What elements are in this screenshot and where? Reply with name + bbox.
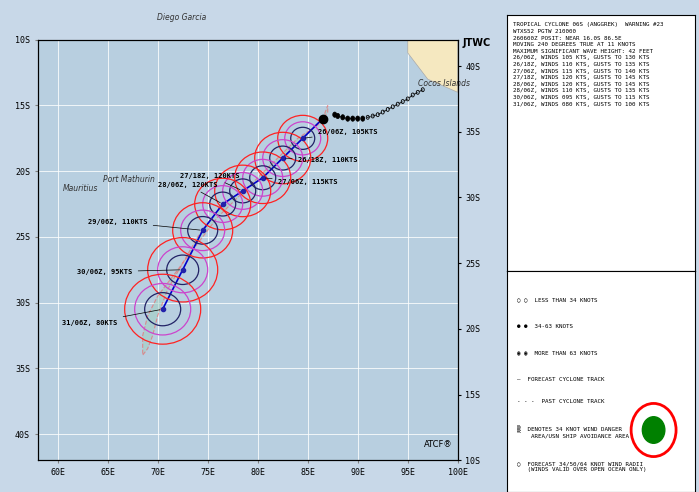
Text: - - -  PAST CYCLONE TRACK: - - - PAST CYCLONE TRACK xyxy=(517,399,605,404)
Circle shape xyxy=(356,116,360,121)
Text: Mauritius: Mauritius xyxy=(63,184,98,193)
Text: 29/06Z, 110KTS: 29/06Z, 110KTS xyxy=(88,219,200,230)
Polygon shape xyxy=(408,40,458,92)
Circle shape xyxy=(340,115,345,120)
Text: 26/18Z, 110KTS: 26/18Z, 110KTS xyxy=(285,157,357,163)
Text: Cocos Islands: Cocos Islands xyxy=(418,79,470,88)
Circle shape xyxy=(336,113,340,119)
Text: Port Mathurin: Port Mathurin xyxy=(103,175,154,184)
Text: —  FORECAST CYCLONE TRACK: — FORECAST CYCLONE TRACK xyxy=(517,377,605,382)
Circle shape xyxy=(333,112,337,117)
Text: ▒  DENOTES 34 KNOT WIND DANGER
    AREA/USN SHIP AVOIDANCE AREA: ▒ DENOTES 34 KNOT WIND DANGER AREA/USN S… xyxy=(517,426,629,439)
Text: JTWC: JTWC xyxy=(463,38,491,48)
Text: 31/06Z, 80KTS: 31/06Z, 80KTS xyxy=(62,310,160,326)
Circle shape xyxy=(346,116,350,121)
Text: Diego Garcia: Diego Garcia xyxy=(157,13,206,22)
Text: 27/06Z, 115KTS: 27/06Z, 115KTS xyxy=(266,178,337,185)
Text: 27/18Z, 120KTS: 27/18Z, 120KTS xyxy=(180,173,240,190)
Text: 28/06Z, 120KTS: 28/06Z, 120KTS xyxy=(158,182,220,203)
Circle shape xyxy=(351,116,354,121)
Text: ATCF®: ATCF® xyxy=(424,440,453,449)
Text: TROPICAL CYCLONE 06S (ANGGREK)  WARNING #23
WTXS52 PGTW 210000
260600Z POSIT: NE: TROPICAL CYCLONE 06S (ANGGREK) WARNING #… xyxy=(513,23,663,107)
Text: 26/06Z, 105KTS: 26/06Z, 105KTS xyxy=(305,129,377,138)
Circle shape xyxy=(642,417,665,443)
Text: ● ●  34-63 KNOTS: ● ● 34-63 KNOTS xyxy=(517,324,573,329)
Text: 30/06Z, 95KTS: 30/06Z, 95KTS xyxy=(78,269,180,275)
Text: ○ ○  LESS THAN 34 KNOTS: ○ ○ LESS THAN 34 KNOTS xyxy=(517,297,598,302)
Polygon shape xyxy=(143,105,328,355)
Circle shape xyxy=(361,116,365,121)
Text: ○  FORECAST 34/50/64 KNOT WIND RADII
   (WINDS VALID OVER OPEN OCEAN ONLY): ○ FORECAST 34/50/64 KNOT WIND RADII (WIN… xyxy=(517,461,647,472)
Text: ◉ ◉  MORE THAN 63 KNOTS: ◉ ◉ MORE THAN 63 KNOTS xyxy=(517,350,598,355)
